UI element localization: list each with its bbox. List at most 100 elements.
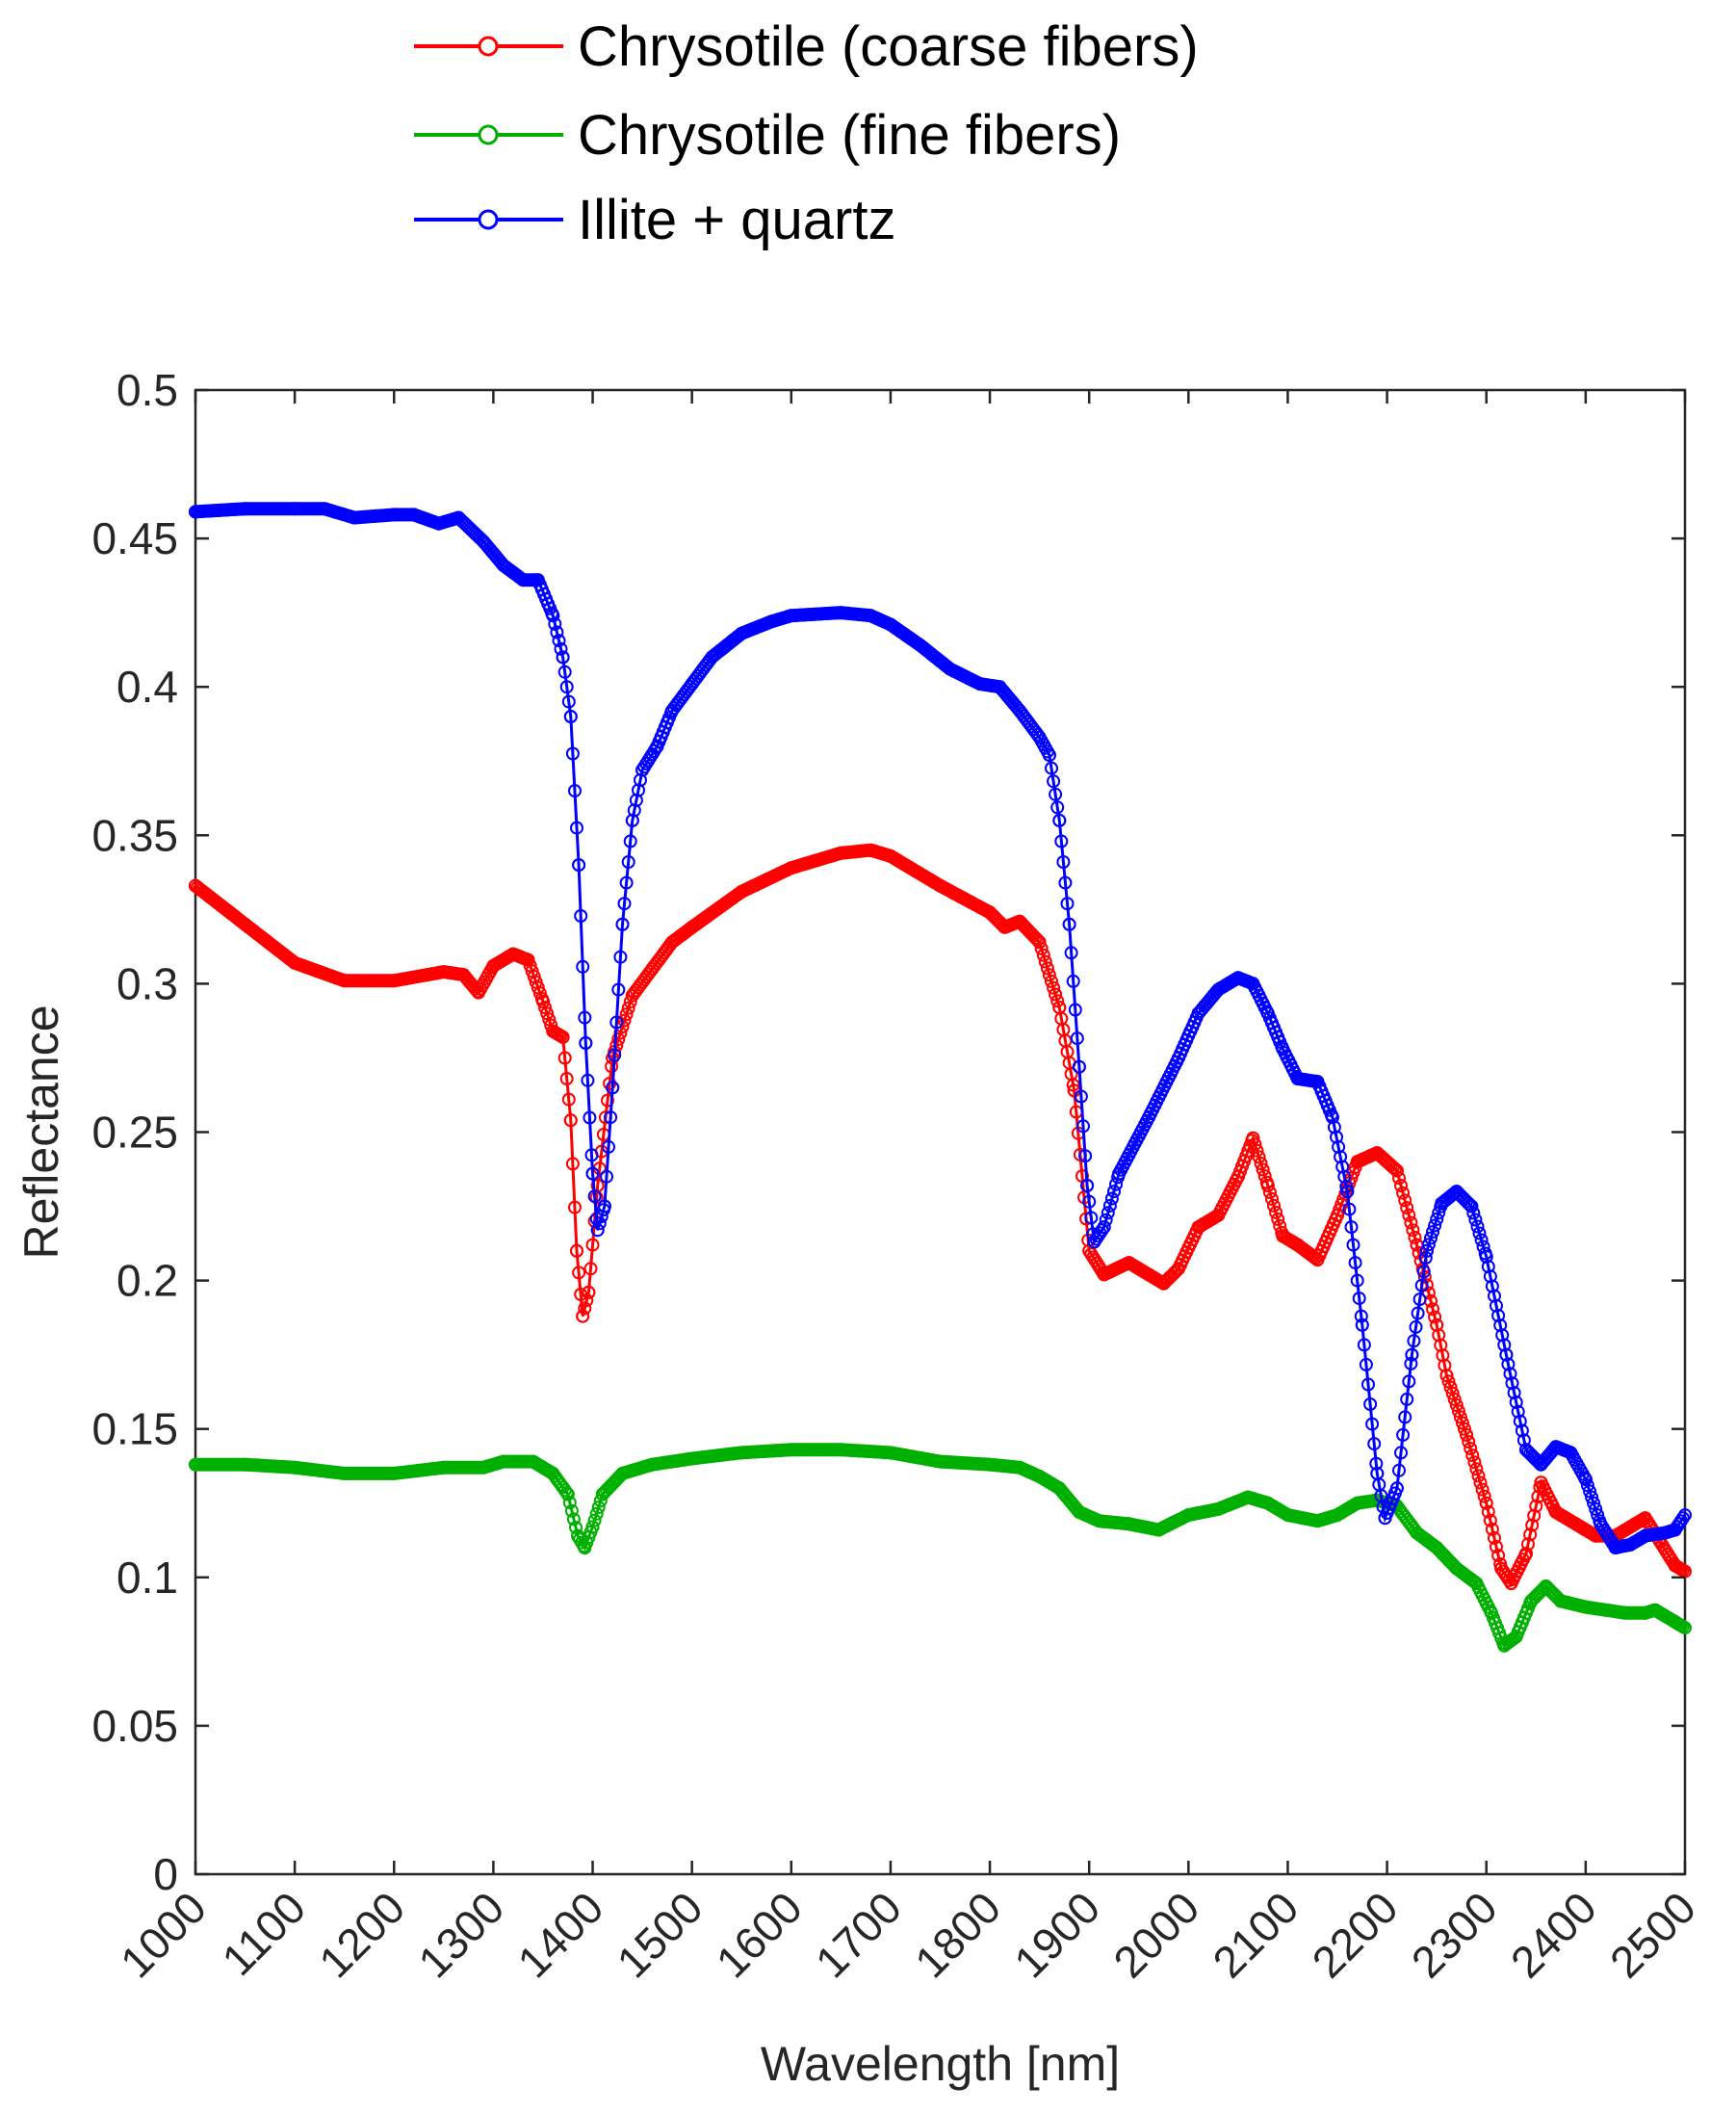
legend-label: Chrysotile (coarse fibers) [578, 15, 1199, 78]
data-point [606, 1051, 620, 1065]
data-point [1032, 935, 1047, 950]
x-tick-label: 1100 [212, 1882, 315, 1985]
data-point [883, 1446, 897, 1460]
data-point [1668, 1558, 1682, 1573]
data-point [1479, 1249, 1493, 1264]
data-point [1290, 1072, 1305, 1085]
data-point [1578, 1600, 1593, 1614]
data-point [1097, 1267, 1111, 1282]
data-point [1052, 813, 1067, 827]
data-point [1260, 1006, 1275, 1021]
legend-item-2: Illite + quartz [414, 189, 895, 251]
data-point [1042, 748, 1056, 763]
legend-marker [478, 36, 499, 57]
y-tick-label: 0.2 [117, 1256, 178, 1306]
data-point [1435, 1196, 1449, 1211]
data-point [477, 1460, 491, 1475]
data-point [1355, 1318, 1369, 1332]
data-point [685, 677, 699, 692]
data-point [456, 968, 471, 982]
data-point [1211, 982, 1226, 997]
data-point [1524, 1594, 1539, 1608]
data-point [1578, 1473, 1593, 1487]
data-point [1062, 917, 1076, 931]
data-point [1554, 1594, 1568, 1608]
y-tick-label: 0.5 [117, 365, 178, 415]
data-point [685, 920, 699, 934]
data-point [1142, 1110, 1156, 1125]
data-point [1598, 1603, 1613, 1617]
data-point [238, 917, 252, 931]
data-point [972, 677, 987, 692]
data-point [705, 650, 719, 665]
legend: Chrysotile (coarse fibers) Chrysotile (fi… [414, 15, 1199, 251]
data-point [1405, 1347, 1419, 1362]
data-point [993, 680, 1007, 694]
data-point [1564, 1446, 1578, 1460]
x-tick-label: 1400 [507, 1882, 612, 1987]
data-point [506, 947, 520, 961]
x-tick-label: 2200 [1303, 1882, 1408, 1987]
data-point [1534, 1475, 1548, 1490]
data-point [1032, 1470, 1047, 1483]
data-point [496, 558, 510, 572]
y-tick-label: 0.35 [91, 810, 178, 860]
data-point [1678, 1508, 1692, 1523]
series-1 [189, 1443, 1692, 1653]
data-point [983, 1457, 998, 1472]
data-point [1156, 1276, 1171, 1291]
data-point [556, 650, 570, 665]
data-point [1310, 1253, 1325, 1266]
data-point [735, 884, 749, 899]
data-point [546, 1024, 560, 1038]
data-point [1389, 1163, 1404, 1178]
data-point [645, 962, 660, 976]
data-point [585, 1520, 600, 1534]
data-point [1260, 1179, 1275, 1192]
data-point [590, 1223, 605, 1238]
data-point [1310, 1075, 1325, 1089]
data-point [1410, 1526, 1424, 1540]
series-2 [189, 502, 1692, 1554]
x-tick-label: 1800 [905, 1882, 1010, 1987]
data-point [238, 1457, 252, 1472]
data-point [560, 1487, 575, 1501]
data-point [452, 510, 466, 525]
data-point [556, 1030, 570, 1044]
data-point [1499, 1347, 1514, 1362]
data-point [1172, 1262, 1185, 1276]
data-point [1460, 1427, 1474, 1442]
x-tick-label: 2100 [1203, 1882, 1308, 1987]
data-point [1678, 1621, 1692, 1635]
data-point [1619, 1605, 1633, 1620]
data-point [735, 626, 749, 640]
data-point [1281, 1508, 1295, 1523]
data-point [288, 955, 302, 970]
data-point [1638, 1528, 1652, 1543]
data-point [1097, 1220, 1111, 1235]
data-point [1013, 703, 1026, 718]
data-point [943, 662, 957, 676]
data-point [1623, 1537, 1638, 1552]
data-point [1191, 1006, 1205, 1021]
data-point [1241, 1490, 1256, 1504]
legend-item-1: Chrysotile (fine fibers) [414, 104, 1121, 167]
data-point [1052, 1001, 1067, 1015]
data-point [983, 905, 998, 920]
x-tick-label: 1500 [608, 1882, 713, 1987]
legend-label: Chrysotile (fine fibers) [578, 104, 1121, 167]
data-point [1340, 1185, 1355, 1199]
data-point [998, 920, 1012, 934]
series-layer [189, 502, 1692, 1653]
data-point [1658, 1608, 1672, 1623]
y-tick-label: 0.25 [91, 1108, 178, 1158]
data-point [1484, 1605, 1498, 1620]
data-point [1152, 1523, 1166, 1537]
data-point [1087, 1235, 1101, 1249]
data-point [625, 988, 639, 1003]
data-point [1092, 1514, 1106, 1528]
data-point [883, 848, 897, 863]
data-point [625, 813, 639, 827]
data-point [1246, 977, 1260, 991]
